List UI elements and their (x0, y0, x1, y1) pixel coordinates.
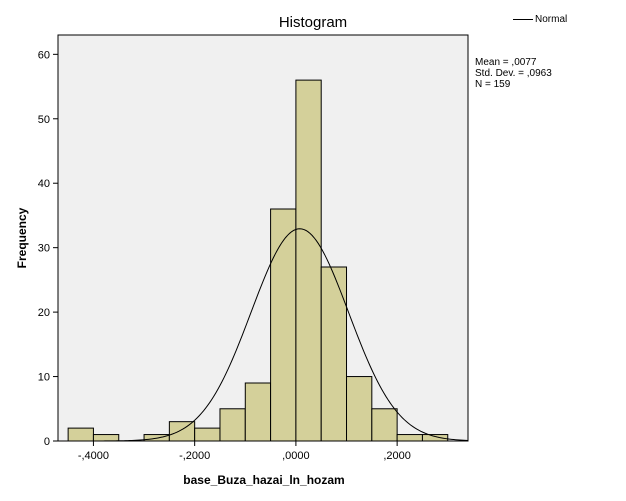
x-axis: -,4000 -,2000 ,0000 ,2000 (78, 441, 411, 462)
x-tick-label-1: -,2000 (179, 450, 210, 462)
y-tick-label-0: 0 (44, 436, 50, 448)
histogram-bar-14 (421, 434, 449, 442)
y-axis: 0 10 20 30 40 50 60 (38, 49, 58, 448)
legend: Normal (513, 14, 567, 25)
histogram-bar-8 (270, 208, 297, 442)
x-tick-label-2: ,0000 (282, 450, 310, 462)
normal-curve (58, 228, 469, 442)
y-tick-label-4: 40 (38, 178, 50, 190)
stats-box: Mean = ,0077 Std. Dev. = ,0963 N = 159 (475, 57, 552, 90)
histogram-bar-4 (168, 421, 196, 442)
legend-line-swatch (513, 19, 533, 20)
histogram-bar-0 (67, 427, 94, 442)
stat-std-dev: Std. Dev. = ,0963 (475, 68, 552, 79)
histogram-bar-6 (219, 408, 246, 442)
histogram-bar-5 (194, 427, 221, 442)
histogram-bar-9 (295, 79, 322, 442)
histogram-bar-10 (320, 266, 348, 442)
y-tick-label-1: 10 (38, 372, 50, 384)
x-tick-label-3: ,2000 (383, 450, 411, 462)
histogram-bar-1 (92, 434, 120, 442)
y-tick-label-2: 20 (38, 307, 50, 319)
histogram-bar-12 (371, 408, 398, 442)
x-tick-label-0: -,4000 (78, 450, 109, 462)
histogram-bar-13 (396, 434, 423, 442)
stat-n: N = 159 (475, 79, 511, 90)
y-tick-label-3: 30 (38, 243, 50, 255)
stat-mean: Mean = ,0077 (475, 57, 537, 68)
chart-title: Histogram (279, 14, 347, 31)
histogram-bar-11 (346, 376, 373, 442)
legend-label-normal: Normal (535, 14, 568, 25)
x-axis-label: base_Buza_hazai_ln_hozam (183, 473, 344, 487)
y-axis-label: Frequency (15, 207, 29, 268)
y-tick-label-6: 60 (38, 49, 50, 61)
plot-area (57, 34, 469, 442)
histogram-bar-7 (244, 382, 272, 442)
y-tick-label-5: 50 (38, 114, 50, 126)
